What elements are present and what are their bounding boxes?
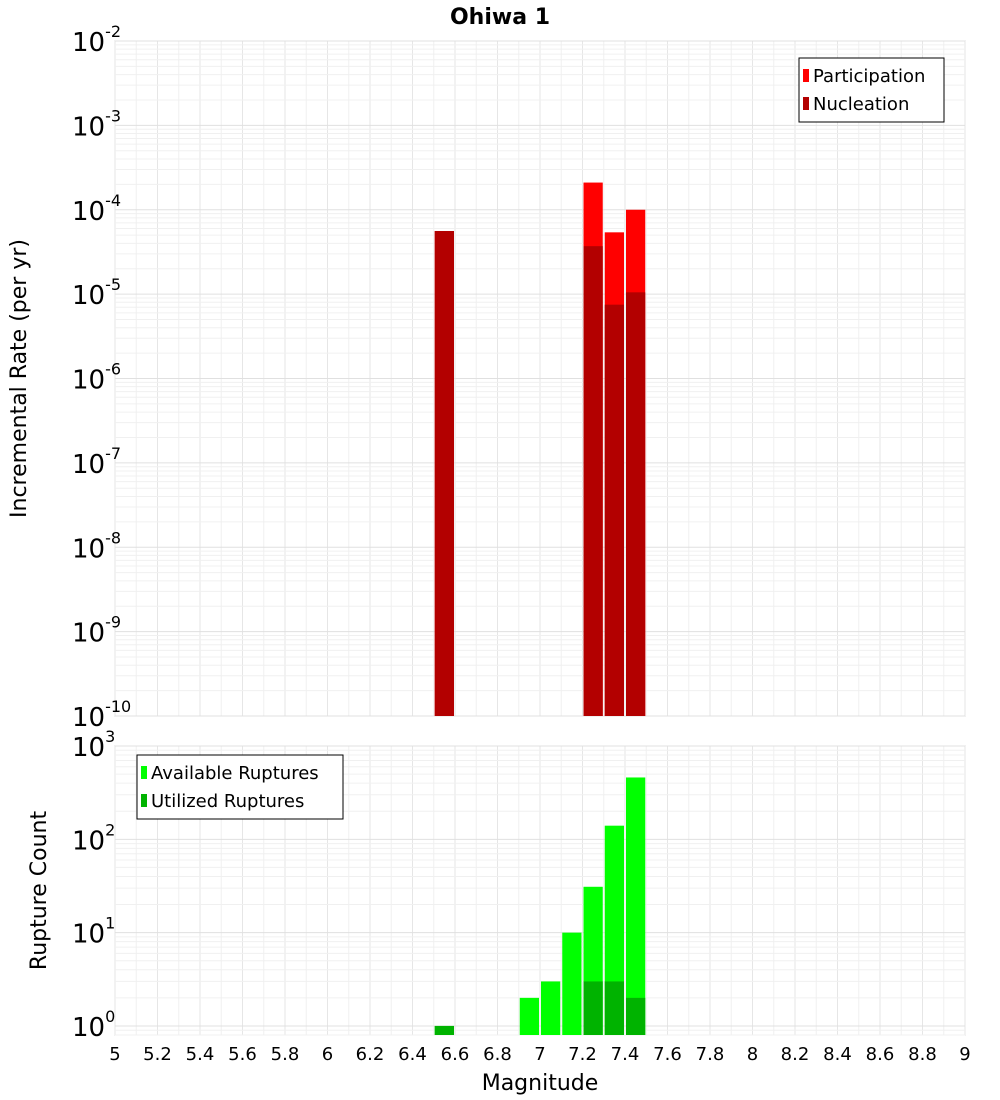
- x-tick-label: 6.6: [441, 1044, 470, 1065]
- y-tick-label: 101: [72, 914, 115, 950]
- x-tick-label: 6.4: [398, 1044, 427, 1065]
- top-y-axis-label: Incremental Rate (per yr): [7, 239, 32, 518]
- y-tick-exponent: 3: [105, 727, 115, 746]
- x-tick-labels: 5 5.2 5.4 5.6 5.8 6 6.2 6.4 6.6 6.8 7 7.2 7.4 7.6 7.8 8…: [109, 1044, 970, 1065]
- bar-nucleation: [626, 292, 646, 716]
- bar-available-ruptures: [541, 981, 561, 1035]
- y-tick-base: 10: [72, 197, 105, 227]
- x-tick-label: 8.4: [823, 1044, 852, 1065]
- bottom-y-axis-label: Rupture Count: [27, 811, 52, 971]
- x-tick-label: 5.6: [228, 1044, 257, 1065]
- bar-available-ruptures: [519, 997, 539, 1035]
- x-tick-label: 7.4: [611, 1044, 640, 1065]
- legend-swatch: [141, 794, 147, 807]
- legend-label: Participation: [813, 66, 925, 87]
- x-tick-label: 5.8: [271, 1044, 300, 1065]
- y-tick-exponent: -4: [105, 191, 121, 210]
- bar-nucleation: [583, 246, 603, 716]
- x-tick-label: 8: [747, 1044, 758, 1065]
- y-tick-exponent: -2: [105, 22, 121, 41]
- y-tick-exponent: -9: [105, 613, 121, 632]
- y-tick-label: 10-6: [72, 360, 121, 396]
- y-tick-exponent: 1: [105, 914, 115, 933]
- y-tick-label: 100: [72, 1007, 115, 1043]
- x-tick-label: 5: [109, 1044, 120, 1065]
- y-tick-base: 10: [72, 619, 105, 649]
- bar-available-ruptures: [626, 777, 646, 1035]
- bottom-legend: Available Ruptures Utilized Ruptures: [136, 754, 344, 820]
- bar-available-ruptures: [562, 932, 582, 1035]
- y-tick-label: 103: [72, 727, 115, 763]
- y-tick-label: 10-7: [72, 444, 121, 480]
- x-tick-label: 8.8: [908, 1044, 937, 1065]
- y-tick-label: 10-8: [72, 528, 121, 564]
- y-tick-base: 10: [72, 733, 105, 763]
- bar-nucleation: [604, 304, 624, 716]
- x-tick-label: 7.8: [696, 1044, 725, 1065]
- y-tick-base: 10: [72, 366, 105, 396]
- y-tick-label: 10-10: [72, 697, 131, 733]
- x-tick-label: 8.2: [781, 1044, 810, 1065]
- y-tick-exponent: -5: [105, 275, 121, 294]
- x-tick-label: 7.2: [568, 1044, 597, 1065]
- legend-label: Nucleation: [813, 94, 909, 115]
- bottom-bars: [434, 777, 646, 1035]
- x-tick-label: 5.2: [143, 1044, 172, 1065]
- legend-box: [798, 57, 945, 123]
- legend-swatch: [141, 766, 147, 779]
- x-tick-label: 6.2: [356, 1044, 385, 1065]
- y-tick-base: 10: [72, 826, 105, 856]
- y-tick-exponent: 2: [105, 820, 115, 839]
- y-tick-base: 10: [72, 28, 105, 58]
- y-tick-base: 10: [72, 112, 105, 142]
- y-tick-label: 10-4: [72, 191, 121, 227]
- y-tick-base: 10: [72, 920, 105, 950]
- x-tick-label: 7.6: [653, 1044, 682, 1065]
- y-tick-label: 10-5: [72, 275, 121, 311]
- y-tick-base: 10: [72, 1013, 105, 1043]
- bar-utilized-ruptures: [626, 997, 646, 1035]
- bar-utilized-ruptures: [434, 1025, 454, 1035]
- y-tick-exponent: -8: [105, 528, 121, 547]
- y-tick-exponent: -7: [105, 444, 121, 463]
- x-tick-label: 5.4: [186, 1044, 215, 1065]
- y-tick-label: 10-9: [72, 613, 121, 649]
- y-tick-exponent: 0: [105, 1007, 115, 1026]
- bar-utilized-ruptures: [604, 981, 624, 1035]
- bottom-gridlines: [114, 745, 966, 1036]
- y-tick-label: 10-2: [72, 22, 121, 58]
- y-tick-label: 10-3: [72, 106, 121, 142]
- y-tick-base: 10: [72, 703, 105, 733]
- x-tick-label: 8.6: [866, 1044, 895, 1065]
- top-gridlines: [114, 40, 966, 717]
- legend-box: [136, 754, 344, 820]
- y-tick-exponent: -3: [105, 106, 121, 125]
- legend-swatch: [803, 69, 809, 82]
- legend-label: Utilized Ruptures: [151, 791, 304, 812]
- y-tick-label: 102: [72, 820, 115, 856]
- x-tick-label: 6.8: [483, 1044, 512, 1065]
- y-tick-base: 10: [72, 281, 105, 311]
- top-legend: Participation Nucleation: [798, 57, 945, 123]
- x-tick-label: 9: [959, 1044, 970, 1065]
- x-tick-label: 7: [534, 1044, 545, 1065]
- top-bars: [434, 182, 646, 716]
- y-tick-exponent: -6: [105, 360, 121, 379]
- x-tick-label: 6: [322, 1044, 333, 1065]
- y-tick-base: 10: [72, 450, 105, 480]
- legend-label: Available Ruptures: [151, 763, 319, 784]
- x-axis-label: Magnitude: [482, 1071, 599, 1096]
- y-tick-exponent: -10: [105, 697, 131, 716]
- y-tick-base: 10: [72, 534, 105, 564]
- bar-nucleation: [434, 230, 454, 716]
- legend-swatch: [803, 97, 809, 110]
- chart-title: Ohiwa 1: [450, 5, 550, 30]
- bar-utilized-ruptures: [583, 981, 603, 1035]
